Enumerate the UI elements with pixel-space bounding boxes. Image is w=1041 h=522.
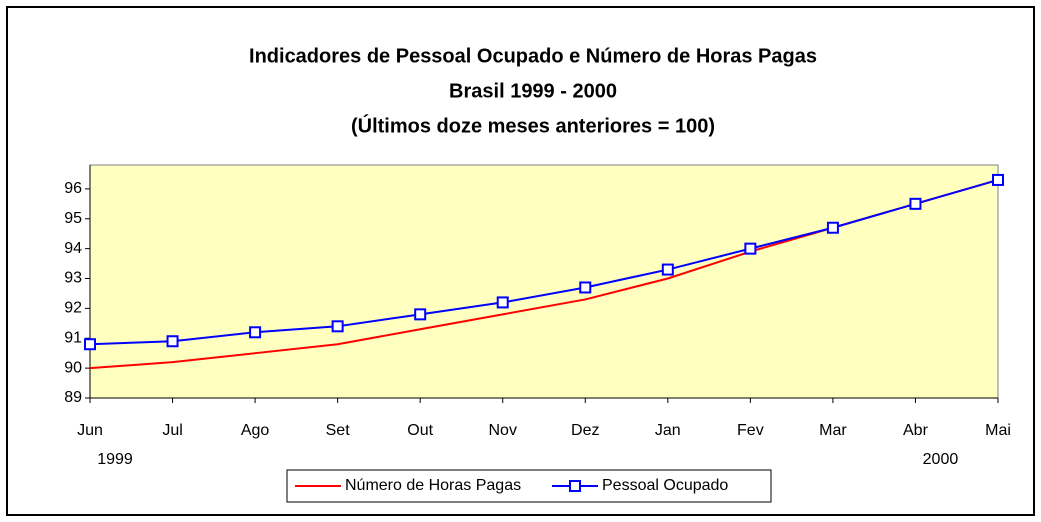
y-tick-label: 91 (64, 329, 82, 346)
y-tick-label: 93 (64, 270, 82, 287)
legend-marker (569, 480, 581, 492)
data-point (992, 173, 1004, 186)
y-tick-label: 94 (64, 240, 82, 257)
y-tick-label: 95 (64, 210, 82, 227)
y-tick-label: 96 (64, 180, 82, 197)
x-tick-label: Set (326, 422, 351, 439)
data-point (166, 335, 179, 348)
chart-title: Indicadores de Pessoal Ocupado e Número … (249, 45, 817, 67)
legend-label: Pessoal Ocupado (602, 477, 728, 494)
legend (286, 469, 772, 503)
x-tick-label: Out (407, 422, 433, 439)
y-tick-label: 92 (64, 300, 82, 317)
data-point (331, 320, 344, 333)
y-tick-label: 90 (64, 359, 82, 376)
x-tick-label: Abr (903, 422, 929, 439)
x-tick-label: Jul (162, 422, 182, 439)
x-tick-label: Jan (655, 422, 681, 439)
data-point (496, 296, 509, 309)
x-tick-label: Dez (571, 422, 599, 439)
data-point (661, 263, 674, 276)
x-tick-label: Mar (819, 422, 847, 439)
x-tick-label: Nov (489, 422, 517, 439)
plot-area (89, 164, 999, 399)
data-point (744, 242, 757, 255)
chart-subtitle: Brasil 1999 - 2000 (449, 80, 617, 102)
data-point (579, 281, 592, 294)
data-point (826, 221, 839, 234)
x-year-label: 2000 (923, 451, 959, 468)
x-year-label: 1999 (97, 451, 133, 468)
y-tick-label: 89 (64, 389, 82, 406)
data-point (249, 326, 262, 339)
x-tick-label: Mai (985, 422, 1011, 439)
chart-subtitle: (Últimos doze meses anteriores = 100) (351, 113, 715, 137)
legend-label: Número de Horas Pagas (345, 477, 521, 494)
x-tick-label: Ago (241, 422, 270, 439)
x-tick-label: Fev (737, 422, 764, 439)
data-point (909, 197, 922, 210)
series-line (89, 178, 999, 346)
data-point (414, 308, 427, 321)
data-point (84, 338, 96, 351)
x-tick-label: Jun (77, 422, 103, 439)
